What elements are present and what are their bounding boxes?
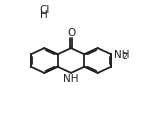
Text: 2: 2 <box>123 52 127 61</box>
Text: Cl: Cl <box>39 5 49 15</box>
Text: NH: NH <box>114 50 129 60</box>
Text: NH: NH <box>63 74 79 84</box>
Text: H: H <box>40 10 48 20</box>
Text: O: O <box>67 28 75 38</box>
